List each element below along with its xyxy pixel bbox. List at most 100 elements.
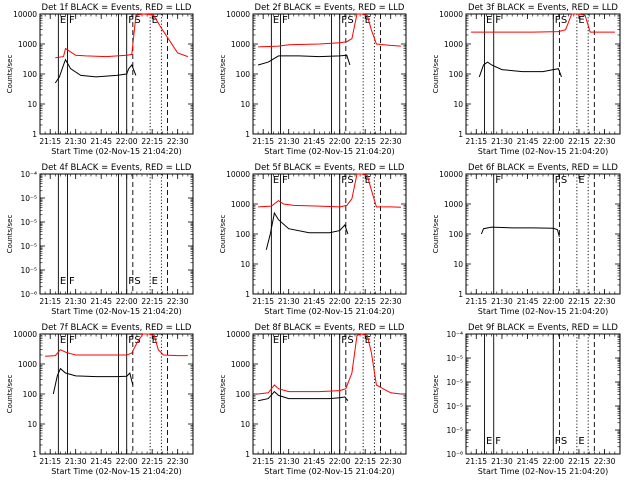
x-tick-label: 21:30 (278, 297, 300, 306)
event-marker-label: E (273, 15, 279, 26)
y-tick-label: 100 (23, 390, 38, 399)
events-series-line (52, 367, 134, 395)
x-tick-label: 21:15 (39, 297, 61, 306)
chart-panel-3: Det 3f BLACK = Events, RED = LLD 1 10 100 10… (432, 3, 621, 156)
y-tick-label: 10 (27, 100, 37, 109)
y-tick-label: 10⁻⁵ (446, 378, 463, 387)
y-tick-label: 10⁻⁶ (446, 450, 463, 459)
x-tick-label: 22:15 (354, 297, 376, 306)
chart-title: Det 1f BLACK = Events, RED = LLD (42, 3, 192, 13)
x-tick-label: 21:45 (303, 137, 325, 146)
event-marker-label: F (282, 15, 288, 26)
x-tick-label: 21:30 (65, 297, 87, 306)
x-tick-label: 21:45 (90, 297, 112, 306)
events-series-line (54, 58, 137, 84)
y-tick-label: 10⁻⁴ (446, 330, 463, 339)
x-axis-label: Start Time (02-Nov-15 21:04:20) (51, 147, 181, 156)
y-tick-label: 1000 (231, 200, 250, 209)
y-tick-label: 10⁻⁴ (20, 170, 37, 179)
x-tick-label: 21:15 (39, 137, 61, 146)
y-axis-label: Counts/sec (6, 55, 14, 94)
x-tick-label: 22:30 (167, 457, 189, 466)
chart-title: Det 5f BLACK = Events, RED = LLD (255, 163, 405, 173)
y-tick-label: 100 (236, 390, 251, 399)
y-tick-label: 100 (236, 70, 251, 79)
y-axis-label: Counts/sec (219, 375, 227, 414)
x-tick-label: 21:45 (90, 457, 112, 466)
x-axis-label: Start Time (02-Nov-15 21:04:20) (264, 307, 394, 316)
chart-panel-4: Det 4f BLACK = Events, RED = LLD 10⁻⁶ 10⁻⁵… (6, 163, 194, 316)
x-tick-label: 22:15 (354, 137, 376, 146)
x-tick-label: 22:00 (329, 137, 351, 146)
x-tick-label: 22:15 (354, 457, 376, 466)
x-tick-label: 21:45 (303, 297, 325, 306)
lld-series-line (258, 173, 401, 208)
y-tick-label: 10⁻⁵ (20, 218, 37, 227)
event-marker-label: S (134, 335, 140, 346)
event-marker-label: E (486, 15, 492, 26)
event-marker-label: F (495, 15, 501, 26)
lld-series-line (55, 13, 189, 59)
event-marker-label: E (152, 15, 158, 26)
event-marker-label: S (347, 15, 353, 26)
x-tick-label: 22:30 (380, 457, 402, 466)
event-marker-label: F (128, 276, 134, 287)
y-tick-label: 1 (245, 290, 250, 299)
event-marker-label: E (60, 335, 66, 346)
x-tick-label: 21:30 (491, 137, 513, 146)
chart-title: Det 9f BLACK = Events, RED = LLD (468, 323, 618, 333)
x-axis-label: Start Time (02-Nov-15 21:04:20) (478, 467, 608, 476)
event-marker-label: F (555, 436, 561, 447)
x-tick-label: 22:30 (167, 137, 189, 146)
chart-panel-7: Det 7f BLACK = Events, RED = LLD 1 10 100 10… (6, 323, 194, 476)
y-tick-label: 1 (458, 130, 463, 139)
y-tick-label: 10⁻⁵ (446, 354, 463, 363)
x-tick-label: 22:30 (167, 297, 189, 306)
lld-series-line (258, 13, 401, 48)
x-tick-label: 21:45 (517, 297, 539, 306)
x-tick-label: 22:15 (141, 297, 163, 306)
y-tick-label: 1000 (444, 40, 463, 49)
y-axis-label: Counts/sec (432, 215, 440, 254)
event-marker-label: F (128, 335, 134, 346)
event-marker-label: F (341, 175, 347, 186)
y-tick-label: 10000 (439, 170, 463, 179)
x-tick-label: 21:30 (491, 297, 513, 306)
x-tick-label: 21:30 (278, 457, 300, 466)
x-axis-label: Start Time (02-Nov-15 21:04:20) (51, 467, 181, 476)
event-marker-label: F (341, 335, 347, 346)
y-tick-label: 1000 (18, 40, 37, 49)
event-marker-label: E (365, 335, 371, 346)
x-tick-label: 21:15 (252, 457, 274, 466)
x-tick-label: 22:00 (329, 297, 351, 306)
x-tick-label: 22:00 (116, 297, 138, 306)
event-marker-label: F (495, 175, 501, 186)
y-tick-label: 10⁻⁵ (446, 402, 463, 411)
x-axis-label: Start Time (02-Nov-15 21:04:20) (51, 307, 181, 316)
events-series-line (265, 211, 349, 250)
event-marker-label: E (486, 436, 492, 447)
y-tick-label: 1000 (231, 360, 250, 369)
x-tick-label: 22:15 (568, 137, 590, 146)
y-axis-label: Counts/sec (219, 55, 227, 94)
event-marker-label: E (60, 15, 66, 26)
x-tick-label: 22:00 (329, 457, 351, 466)
y-tick-label: 100 (23, 70, 38, 79)
y-tick-label: 100 (449, 70, 464, 79)
event-marker-label: F (282, 175, 288, 186)
x-tick-label: 21:15 (252, 297, 274, 306)
event-marker-label: F (495, 436, 501, 447)
y-tick-label: 1000 (444, 200, 463, 209)
event-marker-label: E (578, 15, 584, 26)
chart-title: Det 6f BLACK = Events, RED = LLD (468, 163, 618, 173)
event-marker-label: F (128, 15, 134, 26)
x-tick-label: 22:15 (141, 137, 163, 146)
x-tick-label: 21:45 (517, 457, 539, 466)
x-tick-label: 22:00 (542, 297, 564, 306)
y-tick-label: 10⁻⁵ (20, 266, 37, 275)
x-tick-label: 21:45 (90, 137, 112, 146)
y-tick-label: 10000 (13, 10, 37, 19)
y-axis-label: Counts/sec (219, 215, 227, 254)
x-tick-label: 22:00 (116, 137, 138, 146)
